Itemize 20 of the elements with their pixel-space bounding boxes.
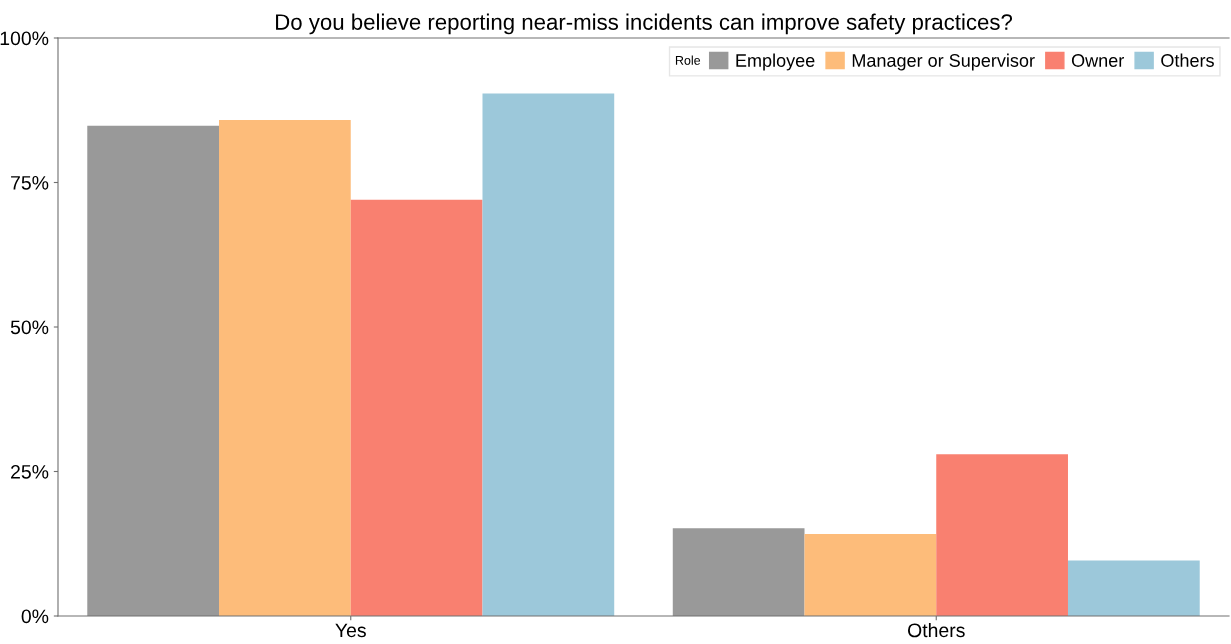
legend-label: Manager or Supervisor [852,53,1035,71]
y-tick-label: 100% [0,31,49,46]
bar [672,528,805,616]
legend-label: Others [1161,53,1214,67]
bar [219,120,351,616]
legend-label: Employee [736,53,815,71]
x-tick-label: Yes [335,623,366,638]
legend-label: Owner [1071,54,1124,67]
chart-title: Do you believe reporting near-miss incidents can improve safety practices? [276,13,1013,35]
y-tick-label: 50% [10,320,49,335]
y-tick-label: 75% [11,176,49,190]
bar [87,125,220,616]
bar [1067,560,1200,616]
bar [936,454,1068,616]
bar [350,199,483,616]
y-tick-label: 0% [21,609,49,624]
bar [804,533,937,616]
y-tick-label: 25% [11,464,49,479]
bar [482,93,615,616]
legend-title: Role [675,55,701,65]
